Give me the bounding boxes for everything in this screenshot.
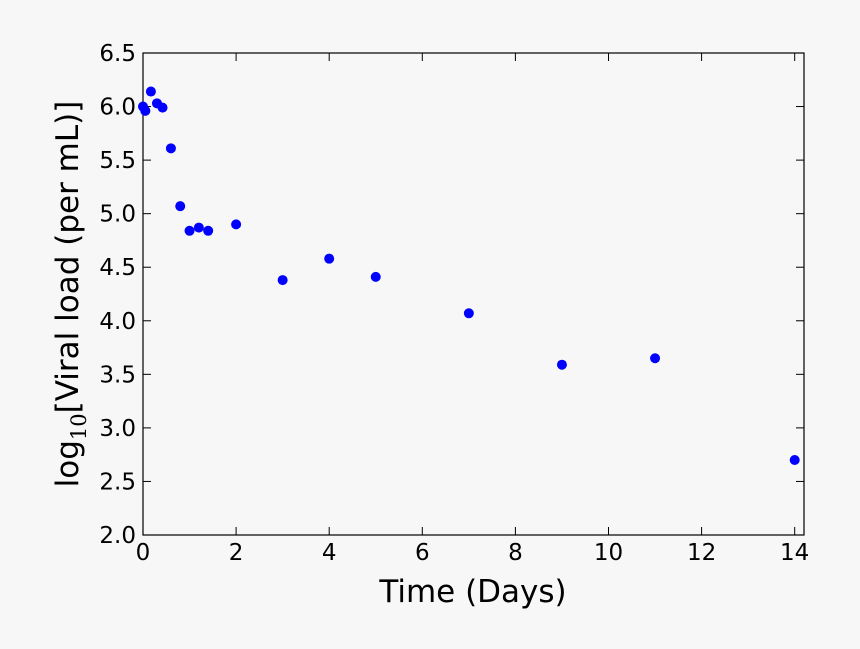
x-tick-label: 12: [687, 540, 716, 566]
x-tick-label: 8: [508, 540, 523, 566]
data-point: [145, 86, 156, 97]
data-point: [140, 105, 151, 116]
data-point: [157, 102, 168, 113]
y-axis-label: log10[Viral load (per mL)]: [50, 101, 91, 488]
y-label-text: [Viral load (per mL)]: [50, 101, 86, 414]
data-point: [277, 275, 288, 286]
x-tick-label: 0: [136, 540, 151, 566]
x-axis-label: Time (Days): [378, 574, 566, 610]
y-tick-label: 6.0: [99, 95, 136, 121]
y-label-subscript: 10: [67, 413, 91, 440]
y-tick-label: 3.0: [99, 416, 136, 442]
data-point: [650, 353, 661, 364]
data-point: [203, 225, 214, 236]
data-point: [184, 225, 195, 236]
data-point: [165, 143, 176, 154]
y-tick-label: 6.5: [99, 41, 136, 67]
y-tick-label: 2.5: [99, 469, 136, 495]
data-point: [789, 455, 800, 466]
y-tick-label: 5.5: [99, 148, 136, 174]
y-tick-label: 5.0: [99, 202, 136, 228]
y-tick-label: 2.0: [99, 523, 136, 549]
y-tick-label: 4.5: [99, 255, 136, 281]
data-point: [231, 219, 242, 230]
x-tick-label: 14: [780, 540, 809, 566]
y-tick-label: 3.5: [99, 362, 136, 388]
data-point: [556, 359, 567, 370]
data-point: [463, 308, 474, 319]
data-point: [175, 201, 186, 212]
x-tick-label: 10: [594, 540, 623, 566]
data-point: [324, 253, 335, 264]
x-tick-label: 2: [229, 540, 244, 566]
data-point: [193, 222, 204, 233]
plot-frame: [142, 52, 805, 536]
x-tick-label: 4: [322, 540, 337, 566]
x-tick-label: 6: [415, 540, 430, 566]
y-tick-label: 4.0: [99, 309, 136, 335]
data-point: [370, 271, 381, 282]
y-label-base: log: [50, 440, 86, 487]
